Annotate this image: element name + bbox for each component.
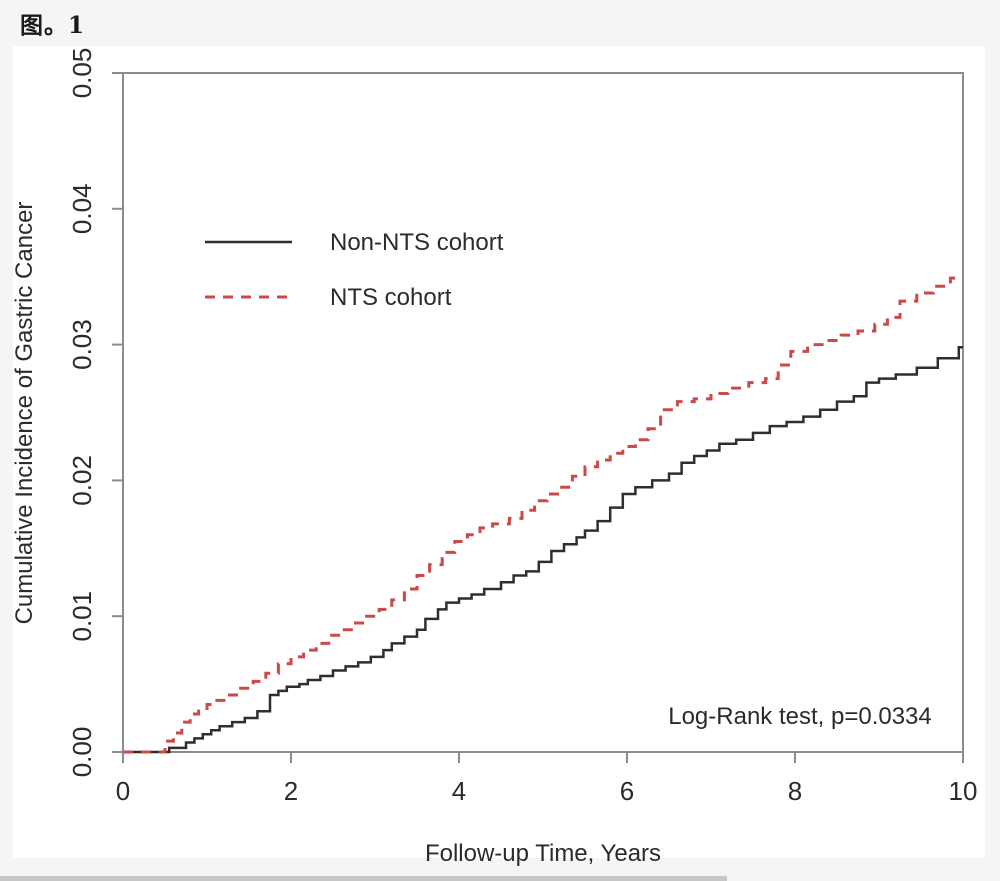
x-tick-label: 2 bbox=[284, 776, 298, 806]
figure-title: 图。1 bbox=[20, 12, 86, 39]
legend-label-nts-cohort: NTS cohort bbox=[330, 284, 452, 311]
horizontal-scrollbar-thumb[interactable] bbox=[0, 876, 727, 881]
series-line-nts-cohort bbox=[123, 276, 963, 754]
legend-swatches-group bbox=[205, 240, 292, 299]
series-line-non-nts-cohort bbox=[123, 346, 963, 754]
y-axis-title: Cumulative Incidence of Gastric Cancer bbox=[11, 202, 38, 625]
axes-group: 0 2 4 6 8 10 0.00 0.01 0.02 0.03 0.04 0.05 bbox=[67, 48, 977, 806]
y-tick-label: 0.05 bbox=[67, 48, 97, 99]
plot-box bbox=[122, 72, 964, 753]
y-tick-label: 0.04 bbox=[67, 183, 97, 234]
log-rank-annotation: Log-Rank test, p=0.0334 bbox=[668, 703, 932, 730]
figure-card bbox=[13, 46, 985, 858]
x-tick-label: 10 bbox=[949, 776, 978, 806]
x-axis-title: Follow-up Time, Years bbox=[425, 840, 661, 867]
x-tick-label: 0 bbox=[116, 776, 130, 806]
legend-label-non-nts-cohort: Non-NTS cohort bbox=[330, 229, 504, 256]
y-tick-label: 0.00 bbox=[67, 727, 97, 778]
x-tick-label: 8 bbox=[788, 776, 802, 806]
y-tick-label: 0.01 bbox=[67, 591, 97, 642]
y-tick-label: 0.02 bbox=[67, 455, 97, 506]
x-tick-label: 4 bbox=[452, 776, 466, 806]
x-tick-label: 6 bbox=[620, 776, 634, 806]
series-group bbox=[123, 276, 963, 754]
y-tick-label: 0.03 bbox=[67, 319, 97, 370]
